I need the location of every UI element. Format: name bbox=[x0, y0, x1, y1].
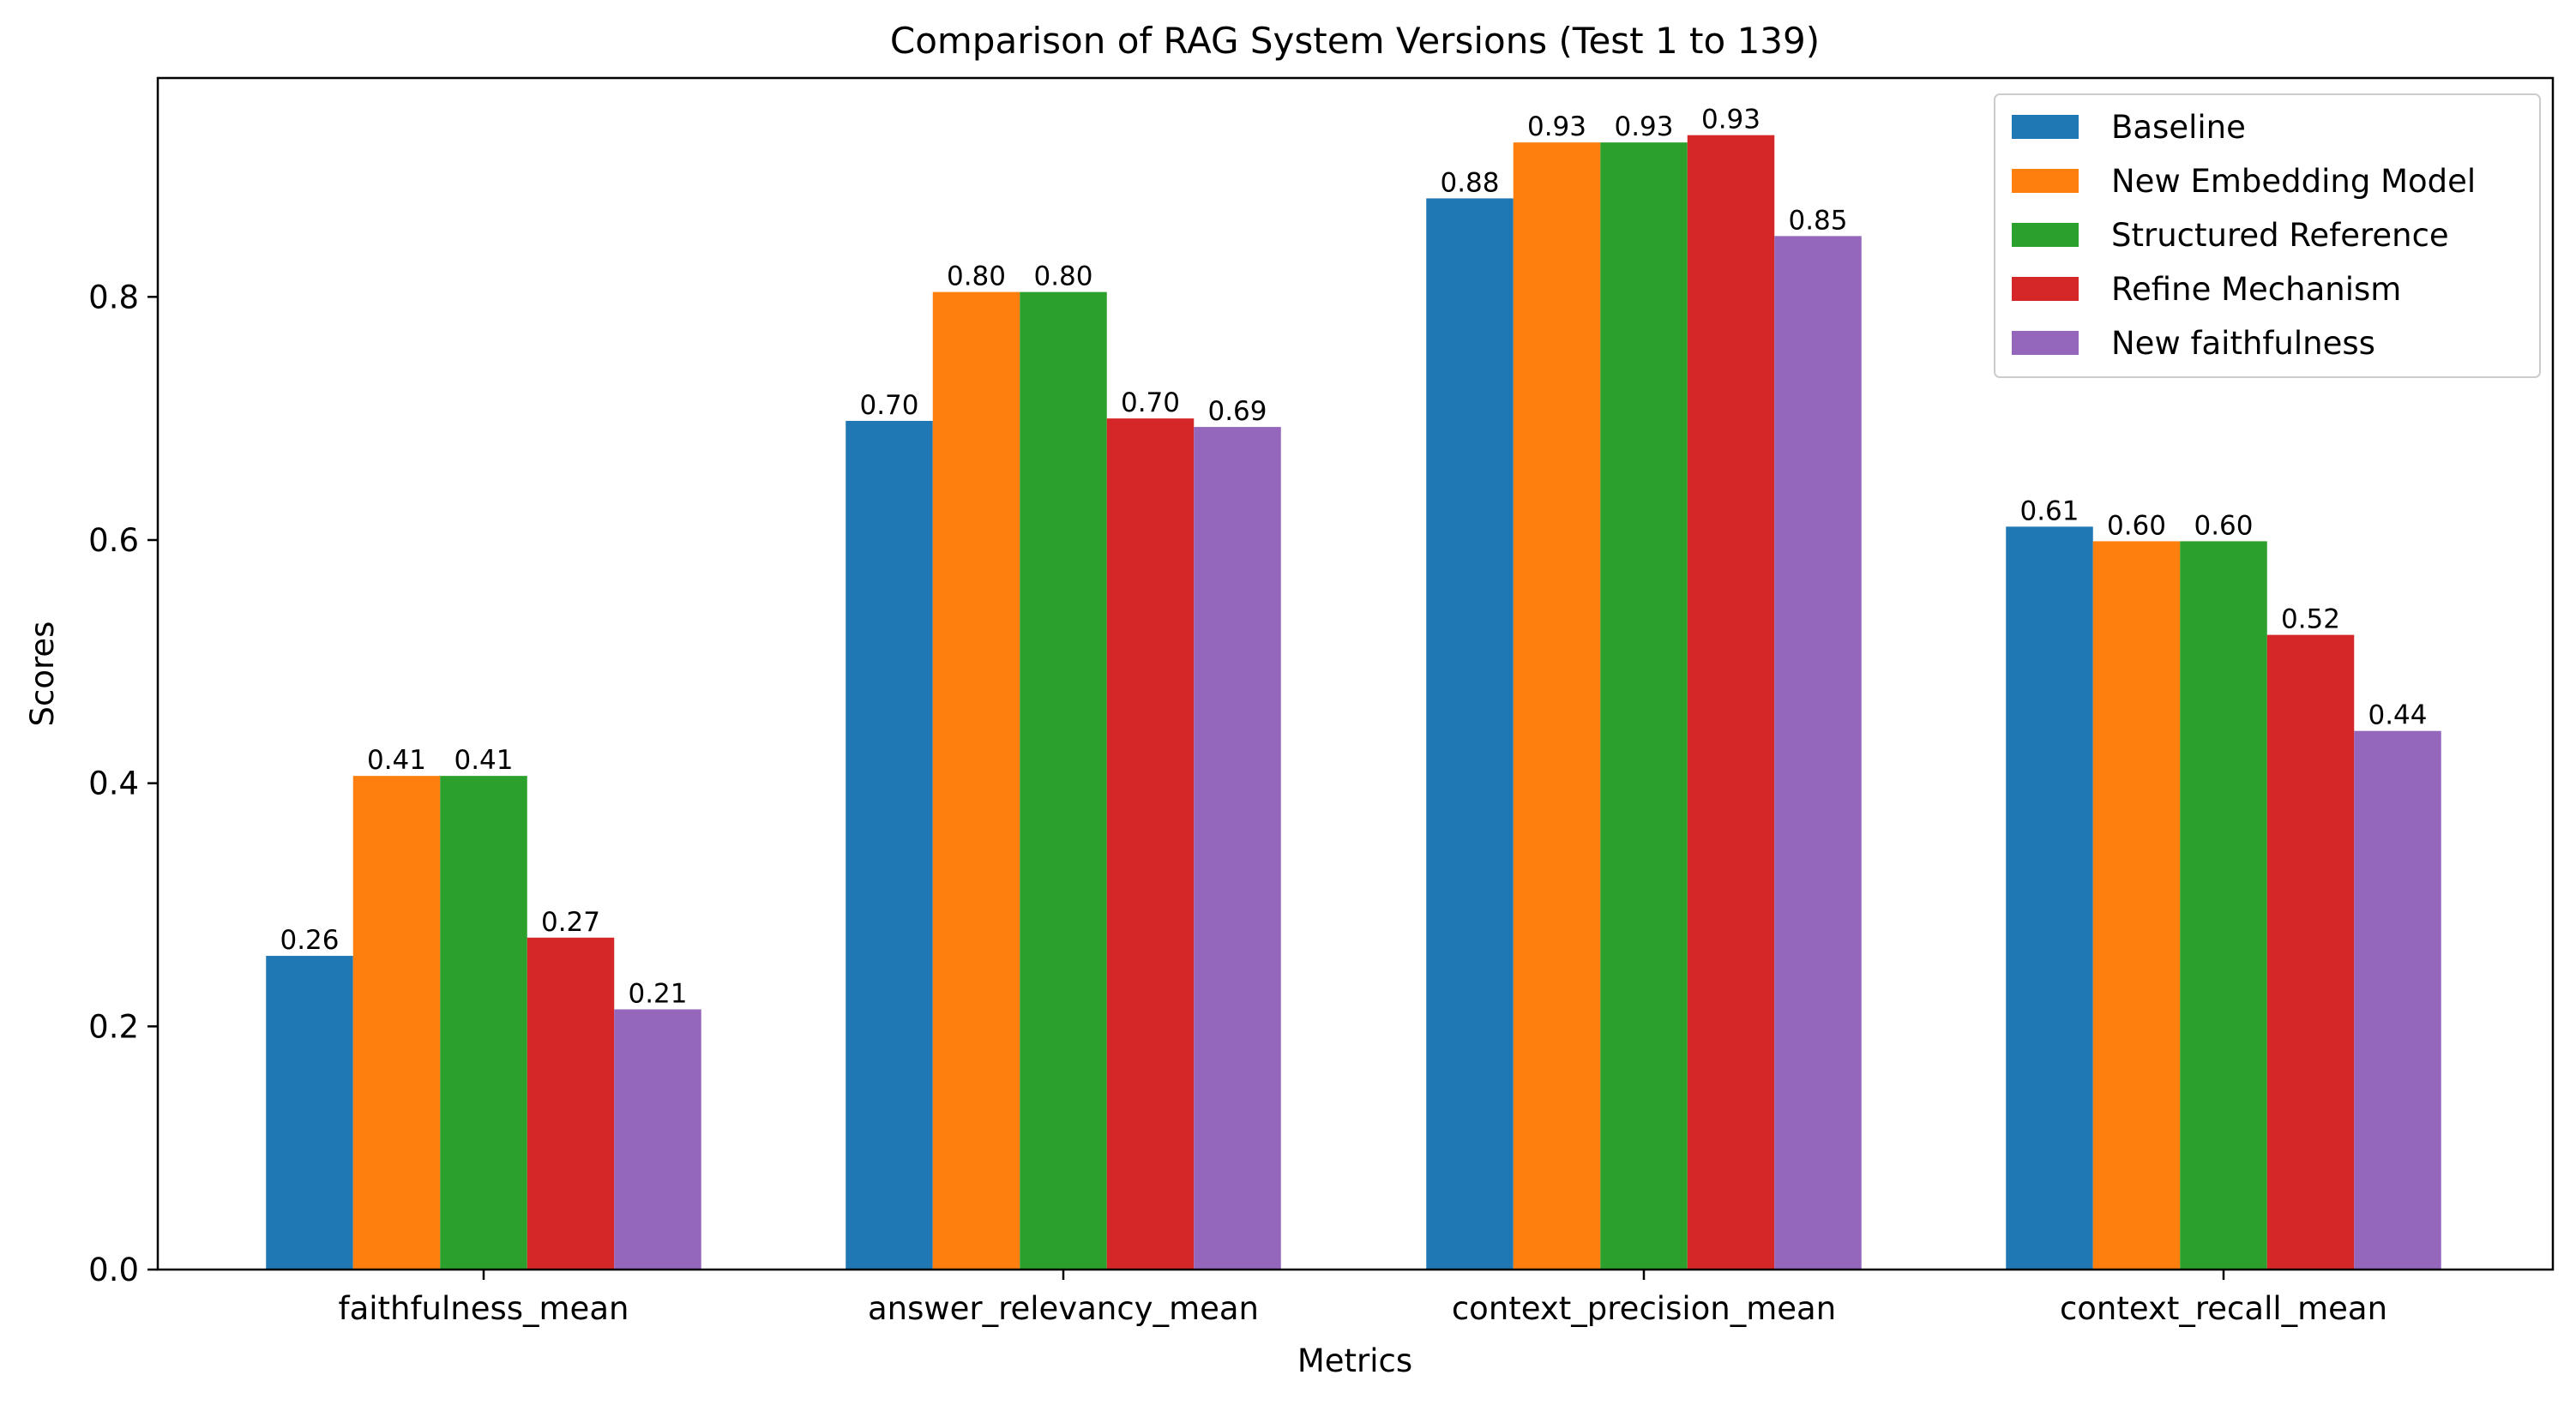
bar-new-faithfulness-faithfulness_mean bbox=[614, 1009, 701, 1270]
bar-value-label: 0.61 bbox=[2019, 495, 2079, 526]
bar-value-label: 0.85 bbox=[1788, 205, 1847, 236]
x-tick-label: answer_relevancy_mean bbox=[868, 1290, 1259, 1327]
bar-value-label: 0.44 bbox=[2368, 700, 2427, 731]
x-axis-ticks: faithfulness_mean answer_relevancy_mean co… bbox=[339, 1270, 2387, 1327]
bar-value-label: 0.93 bbox=[1701, 105, 1760, 135]
y-tick-label: 0.0 bbox=[88, 1252, 139, 1288]
bar-structured-reference-faithfulness_mean bbox=[440, 776, 527, 1270]
bar-refine-mechanism-context_precision_mean bbox=[1687, 135, 1775, 1270]
bar-value-label: 0.60 bbox=[2194, 510, 2253, 541]
bar-new-embedding-model-context_recall_mean bbox=[2092, 541, 2181, 1270]
bar-new-embedding-model-faithfulness_mean bbox=[352, 776, 441, 1270]
legend-frame bbox=[1994, 93, 2541, 378]
bar-new-embedding-model-context_precision_mean bbox=[1513, 142, 1601, 1270]
x-tick-label: context_precision_mean bbox=[1452, 1290, 1836, 1327]
legend-swatch bbox=[2012, 169, 2079, 193]
legend-entry-label: Refine Mechanism bbox=[2111, 271, 2401, 308]
bar-value-label: 0.70 bbox=[1121, 387, 1180, 418]
y-tick-label: 0.4 bbox=[88, 766, 139, 802]
x-tick-label: faithfulness_mean bbox=[339, 1290, 629, 1327]
y-tick-label: 0.6 bbox=[88, 522, 139, 559]
bar-new-faithfulness-answer_relevancy_mean bbox=[1194, 427, 1281, 1270]
bar-new-embedding-model-answer_relevancy_mean bbox=[932, 291, 1020, 1270]
bar-value-label: 0.41 bbox=[454, 745, 513, 776]
bar-new-faithfulness-context_precision_mean bbox=[1774, 236, 1862, 1270]
bar-structured-reference-context_recall_mean bbox=[2180, 541, 2267, 1270]
bar-value-label: 0.70 bbox=[859, 390, 918, 421]
bar-baseline-context_recall_mean bbox=[2006, 526, 2093, 1270]
bar-labels-group: 0.26 0.70 0.88 0.61 0.41 0.80 0.93 0.60 0.41 0.80… bbox=[280, 105, 2427, 1010]
bar-value-label: 0.80 bbox=[947, 261, 1006, 292]
plot-area-frame bbox=[156, 76, 2555, 1271]
bar-refine-mechanism-answer_relevancy_mean bbox=[1106, 418, 1195, 1270]
bar-value-label: 0.80 bbox=[1033, 261, 1092, 292]
bar-value-label: 0.27 bbox=[541, 907, 600, 938]
x-tick-label: context_recall_mean bbox=[2060, 1290, 2387, 1327]
bar-value-label: 0.26 bbox=[280, 925, 339, 956]
chart-title: Comparison of RAG System Versions (Test … bbox=[890, 20, 1820, 62]
bars-group bbox=[266, 135, 2441, 1270]
bar-baseline-faithfulness_mean bbox=[266, 956, 353, 1270]
bar-refine-mechanism-faithfulness_mean bbox=[527, 937, 615, 1270]
legend-swatch bbox=[2012, 277, 2079, 301]
legend-swatch bbox=[2012, 331, 2079, 355]
y-tick-label: 0.8 bbox=[88, 279, 139, 315]
legend-entry-label: Baseline bbox=[2111, 109, 2246, 146]
bar-baseline-answer_relevancy_mean bbox=[846, 420, 933, 1270]
x-axis-label: Metrics bbox=[1297, 1342, 1412, 1379]
bar-value-label: 0.93 bbox=[1614, 111, 1673, 142]
legend-entry-label: New Embedding Model bbox=[2111, 163, 2476, 200]
bar-new-faithfulness-context_recall_mean bbox=[2354, 730, 2441, 1270]
bar-value-label: 0.41 bbox=[367, 745, 426, 776]
legend-entry-label: New faithfulness bbox=[2111, 325, 2375, 362]
y-axis-ticks: 0.0 0.2 0.4 0.6 0.8 bbox=[88, 279, 158, 1288]
legend-entry-label: Structured Reference bbox=[2111, 217, 2449, 254]
y-tick-label: 0.2 bbox=[88, 1008, 139, 1045]
bar-value-label: 0.93 bbox=[1527, 111, 1586, 142]
y-axis-label: Scores bbox=[24, 621, 61, 727]
bar-structured-reference-answer_relevancy_mean bbox=[1020, 291, 1107, 1270]
legend: Baseline New Embedding Model Structured Re… bbox=[1994, 93, 2541, 378]
bar-value-label: 0.69 bbox=[1207, 396, 1267, 427]
bar-value-label: 0.52 bbox=[2281, 604, 2340, 635]
bar-baseline-context_precision_mean bbox=[1426, 198, 1514, 1270]
legend-swatch bbox=[2012, 223, 2079, 247]
bar-structured-reference-context_precision_mean bbox=[1600, 142, 1688, 1270]
bar-value-label: 0.21 bbox=[628, 978, 687, 1009]
bar-refine-mechanism-context_recall_mean bbox=[2266, 634, 2355, 1270]
bar-value-label: 0.60 bbox=[2107, 510, 2166, 541]
bar-value-label: 0.88 bbox=[1440, 167, 1499, 198]
legend-swatch bbox=[2012, 115, 2079, 139]
